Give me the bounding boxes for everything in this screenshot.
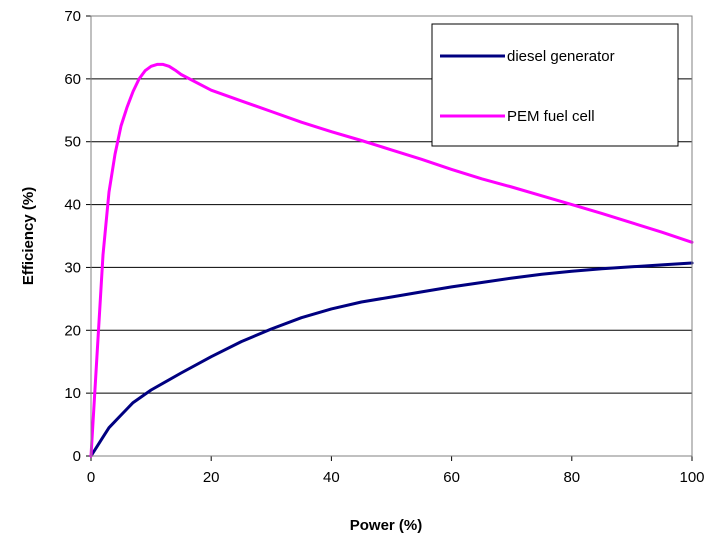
- legend-box: [431, 23, 679, 147]
- y-tick-label: 50: [64, 134, 81, 151]
- y-tick-label: 70: [64, 8, 81, 25]
- series-lines: [89, 62, 694, 458]
- plot-frame: [90, 15, 693, 457]
- y-axis-title: Efficiency (%): [20, 187, 37, 285]
- y-tick-label: 60: [64, 71, 81, 88]
- y-tick-label: 30: [64, 259, 81, 276]
- x-tick-label: 60: [443, 469, 460, 486]
- x-tick-label: 40: [323, 469, 340, 486]
- y-tick-label: 0: [73, 448, 81, 465]
- y-tick-label: 10: [64, 385, 81, 402]
- x-tick-label: 20: [203, 469, 220, 486]
- legend-label-pem-fuel-cell: PEM fuel cell: [507, 108, 595, 125]
- y-tick-label: 40: [64, 197, 81, 214]
- x-tick-label: 80: [563, 469, 580, 486]
- series-line-pem-fuel-cell: [89, 62, 694, 458]
- legend-label-diesel-generator: diesel generator: [507, 48, 615, 65]
- legend: diesel generator PEM fuel cell: [431, 23, 679, 147]
- series-line-diesel-generator: [89, 261, 694, 458]
- x-axis-title: Power (%): [350, 517, 423, 534]
- y-tick-label: 20: [64, 322, 81, 339]
- x-tick-label: 0: [87, 469, 95, 486]
- axis-ticks: 0 10 20 30 40 50 60 70 0 20 40 60 80 100: [64, 8, 704, 486]
- x-tick-label: 100: [679, 469, 704, 486]
